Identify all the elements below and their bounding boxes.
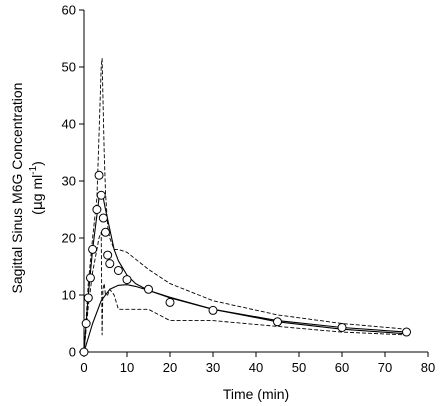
data-point <box>165 297 175 307</box>
axes <box>83 10 428 353</box>
data-point <box>273 317 282 327</box>
data-point <box>81 319 91 328</box>
y-axis-title-line2-group: (μg ml-1) <box>28 161 46 215</box>
x-tick-label: 30 <box>206 360 220 375</box>
data-point <box>88 244 98 254</box>
x-tick-label: 0 <box>80 360 87 375</box>
data-point <box>98 213 108 223</box>
data-point <box>92 205 102 214</box>
fit-line-1 <box>83 191 407 353</box>
y-tick-label: 10 <box>62 288 76 303</box>
dashed-bound-line-3 <box>83 58 407 353</box>
data-point <box>101 227 110 237</box>
y-ticks: 0 10 20 30 40 50 60 <box>62 3 84 360</box>
data-point <box>79 347 89 357</box>
data-point <box>85 273 95 283</box>
y-axis-title-close-paren: ) <box>29 161 45 166</box>
data-point <box>83 293 93 303</box>
y-tick-label: 0 <box>69 345 76 360</box>
x-tick-label: 20 <box>163 360 177 375</box>
y-tick-label: 20 <box>62 231 76 246</box>
x-tick-label: 80 <box>421 360 435 375</box>
data-point <box>105 259 115 269</box>
data-point <box>208 305 218 315</box>
dashed-bound-line-4 <box>83 231 407 353</box>
data-point <box>122 275 132 285</box>
y-tick-label: 50 <box>62 60 76 75</box>
data-point <box>103 250 113 260</box>
data-point <box>94 170 104 180</box>
x-tick-label: 60 <box>335 360 349 375</box>
data-point <box>113 265 123 275</box>
data-point <box>144 284 153 294</box>
y-axis-title-line1: Sagittal Sinus M6G Concentration <box>9 83 25 294</box>
data-point <box>402 327 411 337</box>
data-point <box>96 190 106 200</box>
series-points <box>79 170 411 357</box>
y-axis-title-line1-group: Sagittal Sinus M6G Concentration <box>9 83 25 294</box>
y-axis-title-mu: μ <box>30 201 46 210</box>
data-point <box>337 322 347 332</box>
series-lines <box>83 58 407 353</box>
y-axis-title-open-paren: ( <box>29 210 45 215</box>
x-tick-label: 50 <box>292 360 306 375</box>
x-tick-label: 40 <box>249 360 263 375</box>
y-tick-label: 60 <box>62 3 76 18</box>
fit-line-2 <box>83 284 407 353</box>
y-axis-title-line2: (μg ml-1) <box>28 161 46 215</box>
x-ticks: 0 10 20 30 40 50 60 70 80 <box>80 352 435 375</box>
y-tick-label: 40 <box>62 117 76 132</box>
x-axis-title: Time (min) <box>223 386 289 402</box>
y-axis-title-unit: g ml <box>29 175 45 201</box>
y-tick-label: 30 <box>62 174 76 189</box>
x-tick-label: 10 <box>120 360 134 375</box>
y-axis-title-superscript: -1 <box>28 165 39 174</box>
x-tick-label: 70 <box>378 360 392 375</box>
